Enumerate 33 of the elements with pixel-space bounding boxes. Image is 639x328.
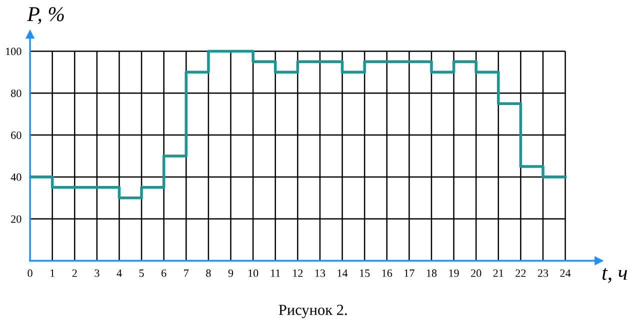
x-tick-label: 24 bbox=[560, 269, 571, 277]
x-tick-label: 17 bbox=[404, 269, 414, 277]
y-tick-label: 100 bbox=[6, 48, 22, 56]
x-tick-label: 1 bbox=[50, 269, 54, 277]
x-tick-label: 12 bbox=[293, 269, 303, 277]
x-tick-label: 10 bbox=[248, 269, 258, 277]
x-tick-label: 6 bbox=[162, 269, 166, 277]
y-tick-label: 40 bbox=[10, 173, 22, 181]
x-tick-label: 13 bbox=[315, 269, 326, 277]
x-tick-label: 2 bbox=[72, 269, 77, 277]
x-tick-label: 15 bbox=[360, 269, 370, 277]
x-tick-label: 4 bbox=[116, 269, 122, 277]
x-tick-label: 22 bbox=[516, 269, 526, 277]
x-tick-label: 9 bbox=[228, 269, 234, 277]
x-tick-label: 3 bbox=[94, 269, 100, 277]
x-tick-label: 19 bbox=[449, 269, 459, 277]
x-tick-label: 8 bbox=[206, 269, 211, 277]
x-tick-label: 16 bbox=[382, 269, 392, 277]
y-axis-title: P, % bbox=[27, 7, 64, 24]
x-tick-label: 18 bbox=[426, 269, 437, 277]
x-tick-label: 21 bbox=[493, 269, 504, 277]
x-tick-label: 7 bbox=[184, 270, 189, 277]
x-tick-label: 11 bbox=[270, 269, 280, 277]
x-tick-label: 5 bbox=[139, 270, 144, 277]
x-tick-label: 20 bbox=[471, 269, 482, 277]
x-tick-label: 14 bbox=[338, 269, 348, 277]
x-tick-label: 23 bbox=[538, 269, 548, 277]
y-tick-label: 80 bbox=[11, 90, 22, 98]
x-tick-label: 0 bbox=[28, 269, 32, 277]
text: Рисунок 2. bbox=[278, 304, 347, 318]
x-axis-title: t, ч bbox=[602, 268, 627, 283]
y-tick-label: 60 bbox=[11, 131, 22, 139]
y-tick-label: 20 bbox=[11, 215, 22, 223]
